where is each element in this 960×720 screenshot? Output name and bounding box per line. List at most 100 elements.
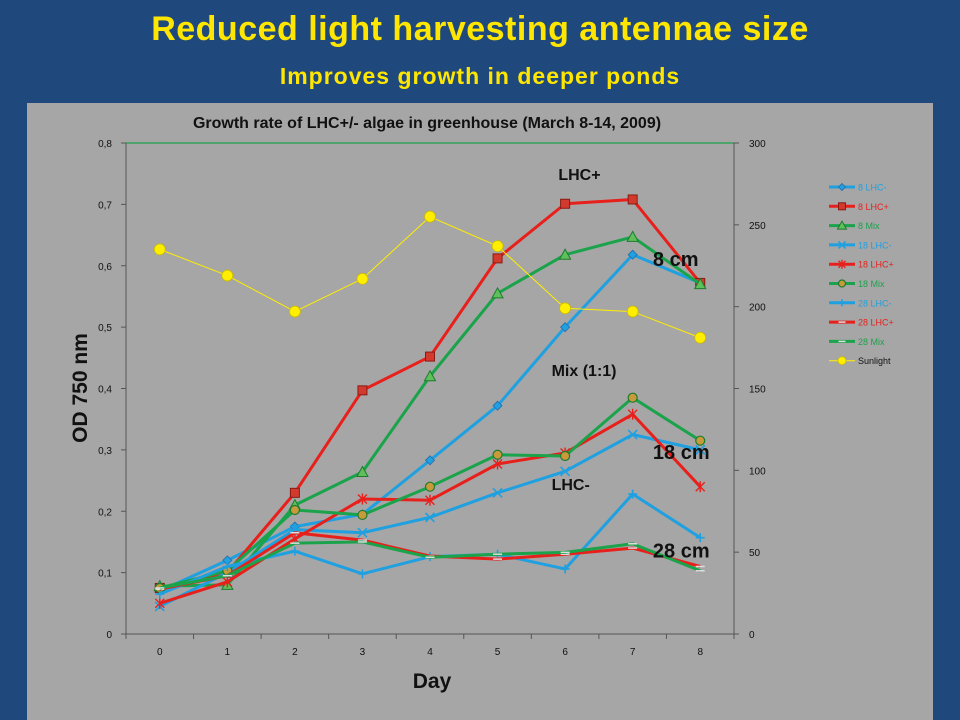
y-tick-label: 0,7 — [98, 200, 112, 211]
y-tick-label: 0,6 — [98, 262, 112, 273]
data-point — [425, 351, 435, 362]
data-point — [695, 435, 706, 446]
data-point — [694, 331, 707, 344]
series-8-mix — [153, 230, 707, 592]
series-18-mix — [154, 392, 706, 594]
legend-label: 18 Mix — [858, 279, 885, 289]
annotation-label: 28 cm — [653, 540, 710, 562]
slide-title: Reduced light harvesting antennae size — [151, 10, 809, 48]
legend-item: 28 LHC- — [829, 298, 892, 308]
data-point — [357, 385, 368, 396]
y-tick-label: 0,1 — [98, 569, 112, 580]
data-point — [560, 450, 571, 462]
legend-item: 18 LHC- — [829, 240, 892, 250]
legend-label: 8 LHC- — [858, 183, 887, 193]
y-tick-label: 0,5 — [98, 323, 112, 334]
annotation-label: 8 cm — [653, 249, 699, 271]
data-point — [424, 481, 436, 492]
data-point — [222, 576, 233, 588]
y-axis-label: OD 750 nm — [69, 333, 92, 443]
annotation-label: Mix (1:1) — [552, 363, 617, 380]
series-line — [159, 235, 702, 588]
data-point — [492, 400, 503, 411]
legend-item: 8 LHC- — [829, 183, 887, 193]
annotation-label: LHC+ — [558, 167, 600, 184]
legend-item: 18 Mix — [829, 279, 885, 289]
data-point — [492, 458, 503, 470]
data-point — [222, 561, 232, 571]
data-point — [357, 509, 368, 521]
data-point — [154, 597, 165, 609]
data-point — [628, 489, 638, 499]
data-point — [838, 259, 846, 269]
x-tick-label: 1 — [225, 647, 231, 658]
data-point — [425, 494, 435, 506]
data-point — [424, 210, 436, 223]
data-point — [492, 487, 503, 498]
data-point — [289, 504, 300, 516]
data-point — [627, 408, 638, 420]
data-point — [627, 392, 638, 403]
legend: 8 LHC- 8 LHC+ 8 Mix 18 LHC- 18 LHC+ 18 Mix 28 … — [829, 183, 894, 366]
x-tick-label: 8 — [697, 647, 703, 658]
data-point — [560, 564, 570, 574]
data-point — [492, 449, 503, 460]
x-tick-label: 7 — [630, 647, 636, 658]
data-point — [356, 272, 369, 285]
data-point — [290, 546, 300, 556]
data-point — [560, 322, 571, 333]
series-sunlight — [153, 210, 707, 344]
data-point — [836, 220, 848, 230]
x-tick-label: 6 — [562, 647, 568, 658]
x-tick-label: 2 — [292, 647, 298, 658]
data-point — [357, 569, 367, 579]
data-point — [356, 465, 369, 477]
legend-item: 28 Mix — [829, 337, 885, 347]
chart-panel: Growth rate of LHC+/- algae in greenhous… — [27, 103, 933, 720]
series-28-mix — [155, 540, 705, 590]
y-tick-label: 0,8 — [98, 139, 112, 150]
legend-label: 28 Mix — [858, 337, 885, 347]
data-point — [559, 302, 572, 315]
y2-tick-label: 300 — [749, 139, 766, 150]
slide-subtitle: Improves growth in deeper ponds — [279, 63, 681, 89]
legend-item: Sunlight — [829, 356, 891, 366]
data-point — [627, 249, 638, 260]
data-point — [626, 305, 639, 318]
legend-label: 28 LHC+ — [858, 318, 894, 328]
legend-label: 18 LHC+ — [858, 260, 894, 270]
y-tick-label: 0 — [106, 630, 112, 641]
data-point — [837, 356, 847, 366]
growth-rate-chart: Growth rate of LHC+/- algae in greenhous… — [69, 115, 894, 693]
data-point — [492, 253, 503, 264]
data-point — [424, 455, 436, 466]
data-point — [491, 240, 504, 253]
y2-tick-label: 50 — [749, 548, 761, 559]
data-point — [837, 240, 847, 249]
x-tick-label: 3 — [360, 647, 366, 658]
data-point — [153, 243, 166, 256]
y2-tick-label: 150 — [749, 385, 766, 396]
data-point — [221, 269, 234, 282]
y2-tick-label: 100 — [749, 466, 766, 477]
series-8-lhc- — [154, 194, 706, 593]
y-tick-label: 0,2 — [98, 507, 112, 518]
data-point — [423, 369, 437, 382]
data-point — [695, 481, 706, 493]
data-point — [289, 487, 300, 498]
data-point — [627, 429, 638, 440]
data-point — [627, 194, 638, 205]
y2-tick-label: 200 — [749, 303, 766, 314]
annotation-label: 18 cm — [653, 442, 710, 464]
y2-tick-label: 0 — [749, 630, 755, 641]
legend-item: 8 LHC+ — [829, 202, 889, 212]
data-point — [357, 527, 368, 538]
data-point — [838, 299, 846, 307]
data-point — [695, 444, 706, 455]
data-point — [693, 277, 707, 290]
series-18-lhc- — [154, 429, 706, 612]
x-tick-label: 5 — [495, 647, 501, 658]
data-point — [560, 466, 571, 477]
axes: 00,10,20,30,40,50,60,70,8050100150200250… — [98, 139, 766, 658]
data-point — [695, 533, 705, 543]
